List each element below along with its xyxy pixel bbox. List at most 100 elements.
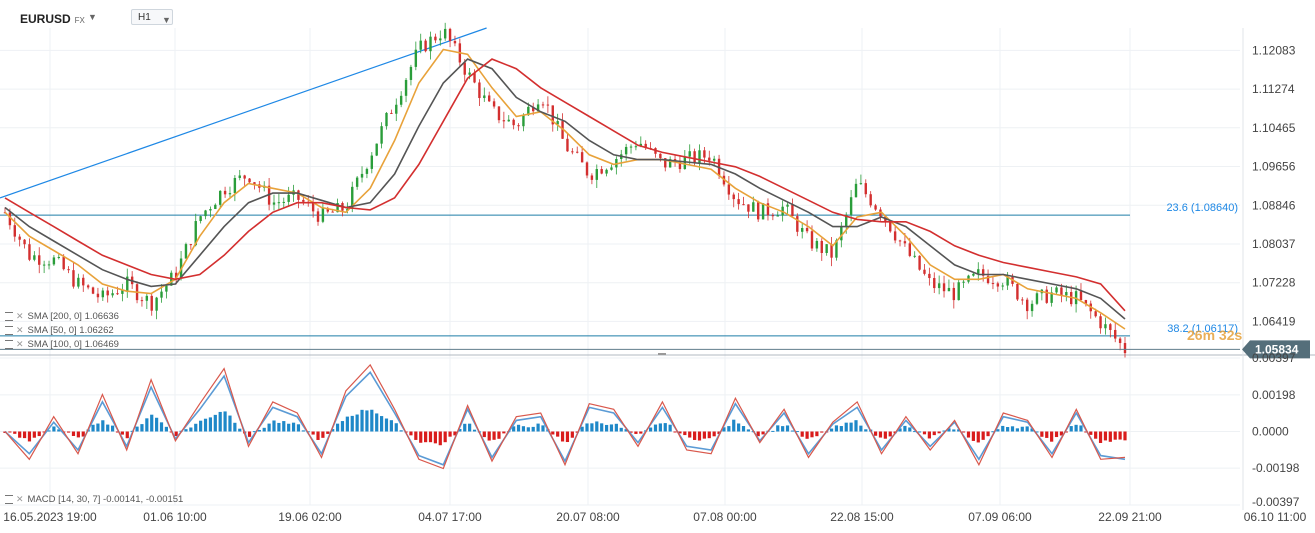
candle-body (854, 183, 858, 198)
chevron-down-icon[interactable]: ▼ (88, 12, 97, 22)
candle-body (693, 151, 696, 163)
macd-histogram-bar (1050, 431, 1054, 442)
macd-histogram-bar (502, 431, 506, 434)
candle-body (977, 269, 980, 274)
macd-histogram-bar (1074, 424, 1078, 432)
candle-body (869, 194, 872, 206)
x-tick-label: 04.07 17:00 (418, 510, 482, 524)
candle-body (791, 204, 794, 217)
macd-histogram-bar (13, 431, 17, 434)
macd-histogram-bar (140, 424, 144, 432)
macd-histogram-bar (27, 431, 32, 442)
macd-histogram-bar (375, 413, 379, 432)
close-icon[interactable]: ✕ (16, 325, 24, 335)
macd-histogram-bar (854, 420, 858, 432)
settings-icon[interactable] (5, 325, 13, 335)
candle-body (1065, 292, 1068, 296)
close-icon[interactable]: ✕ (16, 494, 24, 504)
candle-body (204, 210, 207, 217)
macd-histogram-bar (556, 431, 560, 437)
candle-body (1099, 316, 1102, 329)
macd-histogram-bar (296, 424, 301, 432)
macd-histogram-bar (301, 430, 305, 432)
macd-histogram-bar (888, 431, 892, 437)
candle-body (859, 183, 863, 185)
macd-histogram-bar (1069, 426, 1073, 432)
candle-body (1079, 291, 1083, 301)
macd-histogram-bar (433, 431, 437, 444)
candle-body (1035, 293, 1039, 304)
macd-histogram-bar (536, 423, 540, 432)
indicator-macd[interactable]: ✕ MACD [14, 30, 7] -0.00141, -0.00151 (5, 494, 183, 505)
candle-body (121, 290, 124, 294)
macd-histogram-bar (1064, 431, 1068, 433)
y-tick-label: 0.0000 (1252, 425, 1289, 439)
candle-body (272, 202, 276, 205)
candle-body (13, 225, 16, 237)
macd-histogram-bar (521, 426, 526, 432)
macd-histogram-bar (194, 423, 198, 432)
settings-icon[interactable] (5, 311, 13, 321)
candle-body (913, 255, 916, 257)
macd-histogram-bar (321, 431, 325, 438)
macd-histogram-bar (135, 426, 139, 432)
candle-body (463, 62, 466, 75)
candle-body (918, 255, 921, 270)
candle-body (522, 115, 525, 127)
macd-histogram-bar (350, 415, 354, 432)
macd-histogram-bar (957, 429, 961, 432)
macd-histogram-bar (971, 431, 975, 441)
macd-histogram-bar (101, 420, 105, 432)
x-tick-label: 06.10 11:00 (1244, 510, 1307, 524)
macd-histogram-bar (463, 423, 467, 432)
macd-histogram-bar (414, 431, 418, 440)
macd-histogram-bar (291, 422, 296, 432)
candle-body (1118, 338, 1122, 344)
macd-histogram-bar (223, 411, 227, 432)
candle-body (962, 281, 965, 283)
candle-body (786, 204, 789, 207)
candle-body (67, 269, 70, 271)
candle-body (497, 106, 501, 121)
indicator-sma50[interactable]: ✕ SMA [50, 0] 1.06262 (5, 325, 114, 336)
candle-body (1016, 283, 1019, 300)
fib-level-label: 23.6 (1.08640) (1166, 202, 1238, 214)
series-line-signal (4, 371, 1126, 466)
macd-histogram-bar (1010, 426, 1015, 432)
candle-body (981, 269, 985, 276)
candle-body (996, 283, 1000, 287)
candle-body (390, 112, 393, 114)
macd-histogram-bar (790, 430, 795, 432)
candle-body (801, 228, 804, 232)
close-icon[interactable]: ✕ (16, 311, 24, 321)
symbol-selector[interactable]: EURUSD FX (20, 12, 85, 26)
close-icon[interactable]: ✕ (16, 339, 24, 349)
candle-body (326, 208, 329, 212)
macd-histogram-bar (595, 421, 599, 432)
macd-histogram-bar (66, 431, 71, 433)
macd-histogram-bar (981, 431, 985, 440)
macd-histogram-bar (761, 431, 765, 435)
macd-histogram-bar (565, 431, 570, 443)
macd-histogram-bar (247, 431, 252, 437)
candle-body (116, 293, 119, 295)
candle-body (830, 244, 833, 258)
candle-body (316, 211, 320, 222)
settings-icon[interactable] (5, 494, 13, 504)
candle-body (404, 79, 408, 96)
macd-histogram-bar (110, 425, 115, 432)
candle-body (747, 204, 750, 212)
macd-histogram-bar (898, 428, 902, 432)
macd-histogram-bar (42, 431, 46, 433)
macd-histogram-bar (1040, 431, 1044, 437)
candle-body (150, 295, 153, 311)
macd-histogram-bar (428, 431, 433, 443)
candle-body (336, 203, 339, 213)
indicator-sma100[interactable]: ✕ SMA [100, 0] 1.06469 (5, 339, 119, 350)
settings-icon[interactable] (5, 339, 13, 349)
macd-histogram-bar (1108, 431, 1112, 442)
candle-body (302, 199, 305, 202)
indicator-sma200[interactable]: ✕ SMA [200, 0] 1.06636 (5, 311, 119, 322)
timeframe-select[interactable]: H1 ▼ (131, 9, 173, 25)
